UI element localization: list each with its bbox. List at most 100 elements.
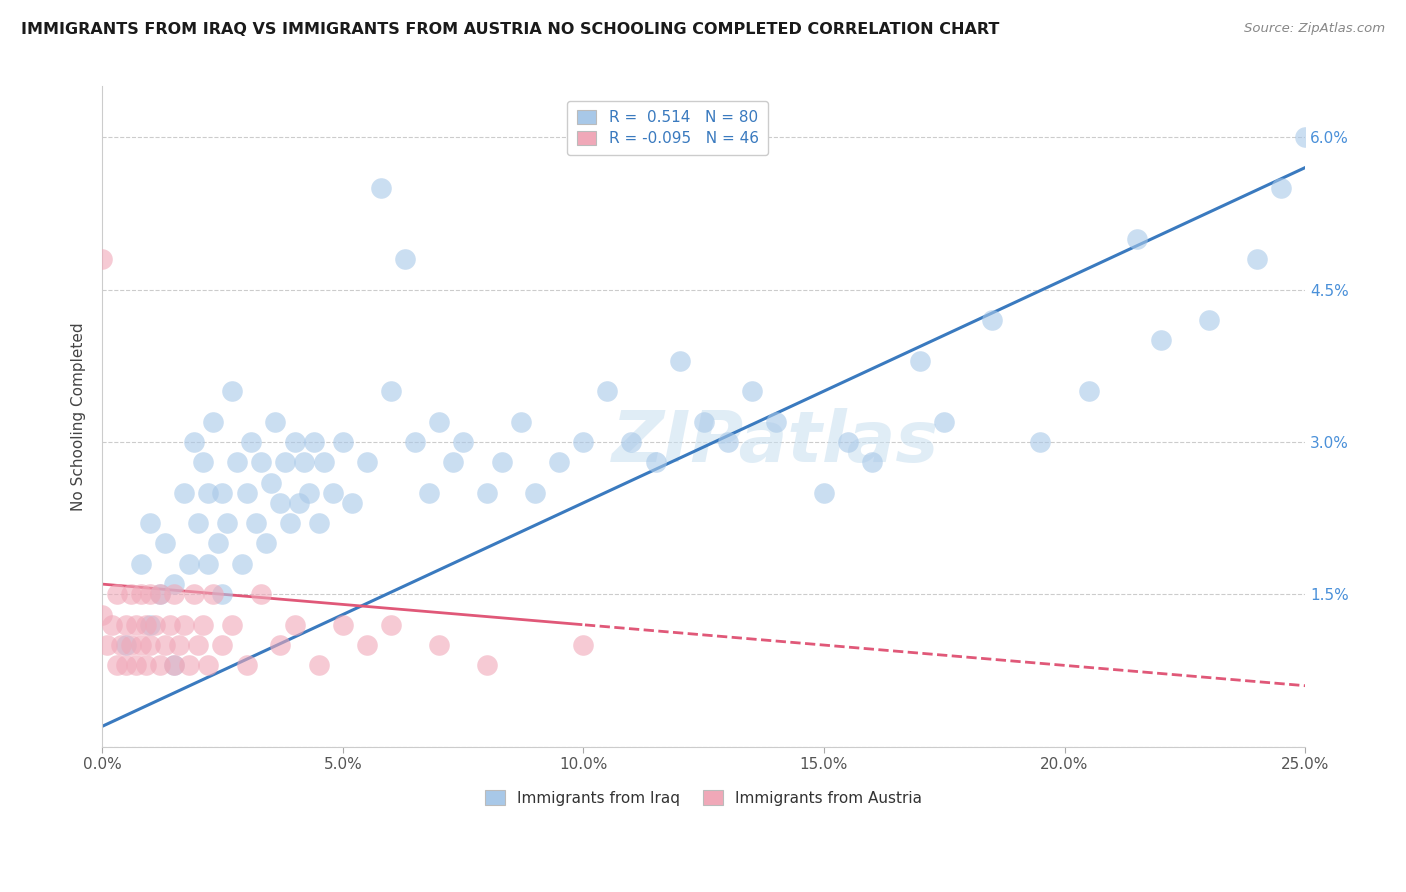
Point [125, 658, 148, 673]
Point [443, 455, 465, 469]
Point [813, 485, 835, 500]
Point [259, 475, 281, 490]
Point [524, 485, 547, 500]
Point [115, 658, 138, 673]
Point [129, 557, 152, 571]
Point [1125, 232, 1147, 246]
Point [245, 516, 267, 531]
Point [342, 496, 364, 510]
Point [221, 617, 243, 632]
Point [668, 353, 690, 368]
Point [370, 181, 392, 195]
Point [356, 638, 378, 652]
Text: ZIPatlas: ZIPatlas [612, 409, 939, 477]
Point [427, 638, 450, 652]
Point [163, 577, 186, 591]
Point [418, 485, 440, 500]
Point [139, 617, 162, 632]
Point [356, 455, 378, 469]
Point [226, 455, 249, 469]
Point [91, 607, 114, 622]
Point [240, 434, 263, 449]
Point [231, 557, 253, 571]
Point [1294, 130, 1316, 145]
Point [1077, 384, 1099, 398]
Point [269, 496, 291, 510]
Point [129, 587, 152, 601]
Point [211, 587, 233, 601]
Point [143, 617, 166, 632]
Point [934, 415, 956, 429]
Point [183, 587, 205, 601]
Point [197, 658, 219, 673]
Text: Source: ZipAtlas.com: Source: ZipAtlas.com [1244, 22, 1385, 36]
Point [207, 536, 229, 550]
Point [197, 485, 219, 500]
Point [153, 638, 176, 652]
Point [115, 638, 138, 652]
Point [332, 434, 354, 449]
Point [139, 516, 162, 531]
Point [981, 313, 1004, 327]
Point [183, 434, 205, 449]
Point [717, 434, 740, 449]
Point [193, 455, 215, 469]
Point [548, 455, 571, 469]
Point [177, 658, 200, 673]
Point [163, 587, 186, 601]
Point [149, 587, 172, 601]
Point [254, 536, 277, 550]
Point [765, 415, 787, 429]
Point [1029, 434, 1052, 449]
Point [380, 384, 402, 398]
Point [475, 658, 498, 673]
Point [908, 353, 931, 368]
Point [235, 658, 257, 673]
Point [1198, 313, 1220, 327]
Point [274, 455, 297, 469]
Point [177, 557, 200, 571]
Text: IMMIGRANTS FROM IRAQ VS IMMIGRANTS FROM AUSTRIA NO SCHOOLING COMPLETED CORRELATI: IMMIGRANTS FROM IRAQ VS IMMIGRANTS FROM … [21, 22, 1000, 37]
Point [572, 638, 595, 652]
Point [173, 485, 195, 500]
Point [451, 434, 474, 449]
Point [120, 638, 142, 652]
Point [153, 536, 176, 550]
Point [644, 455, 666, 469]
Point [193, 617, 215, 632]
Point [211, 638, 233, 652]
Point [620, 434, 643, 449]
Point [197, 557, 219, 571]
Point [860, 455, 883, 469]
Point [837, 434, 859, 449]
Point [201, 415, 224, 429]
Point [159, 617, 181, 632]
Point [129, 638, 152, 652]
Point [292, 455, 315, 469]
Point [187, 516, 209, 531]
Point [173, 617, 195, 632]
Point [163, 658, 186, 673]
Point [187, 638, 209, 652]
Point [741, 384, 763, 398]
Point [250, 587, 273, 601]
Point [264, 415, 287, 429]
Point [404, 434, 426, 449]
Point [211, 485, 233, 500]
Point [288, 496, 311, 510]
Point [250, 455, 273, 469]
Point [221, 384, 243, 398]
Point [322, 485, 344, 500]
Point [284, 434, 307, 449]
Point [105, 658, 128, 673]
Y-axis label: No Schooling Completed: No Schooling Completed [72, 322, 86, 511]
Point [96, 638, 118, 652]
Point [269, 638, 291, 652]
Point [167, 638, 190, 652]
Point [394, 252, 416, 266]
Point [134, 617, 156, 632]
Point [91, 252, 114, 266]
Point [308, 516, 330, 531]
Point [284, 617, 307, 632]
Point [312, 455, 335, 469]
